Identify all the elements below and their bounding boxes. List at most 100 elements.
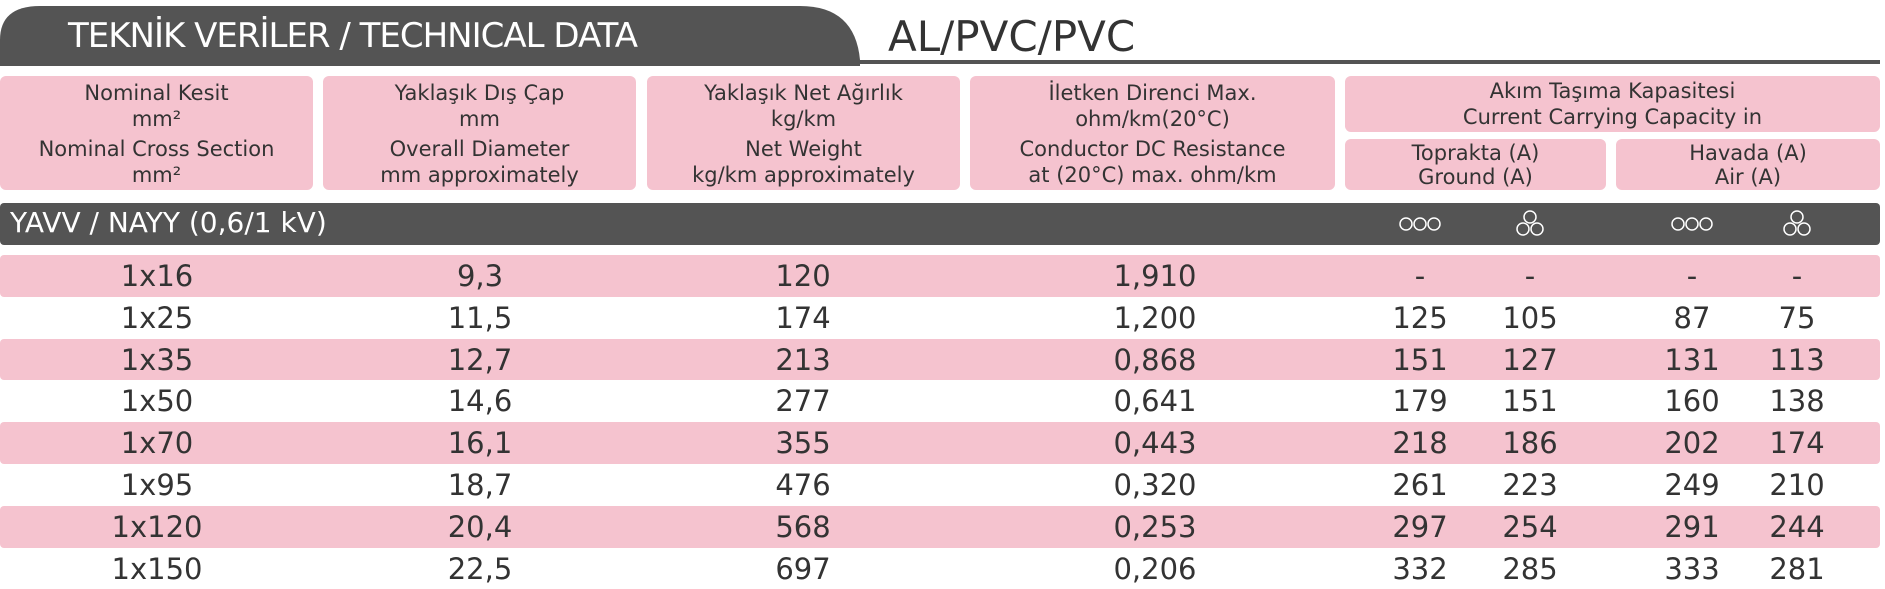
table-cell: 20,4 — [447, 509, 513, 544]
table-cell: 332 — [1392, 551, 1448, 586]
table-cell: 12,7 — [447, 342, 513, 377]
table-cell: 244 — [1769, 509, 1825, 544]
table-cell: 174 — [775, 300, 831, 335]
table-cell: 1x25 — [120, 300, 194, 335]
table-cell: 297 — [1392, 509, 1448, 544]
header-text: mm approximately — [380, 163, 579, 187]
header-cell — [1345, 139, 1606, 190]
table-cell: - — [1524, 259, 1536, 293]
table-cell: 0,443 — [1113, 426, 1197, 461]
header-text: Net Weight — [745, 137, 862, 161]
table-cell: 355 — [775, 426, 831, 461]
header-text: Conductor DC Resistance — [1019, 137, 1286, 161]
table-cell: 105 — [1502, 300, 1558, 335]
header-text: Yaklaşık Dış Çap — [394, 81, 565, 105]
header-text: Nominal Kesit — [84, 81, 229, 105]
header-text: mm — [459, 107, 500, 131]
table-cell: 151 — [1502, 384, 1558, 419]
header-text: at (20°C) max. ohm/km — [1028, 163, 1277, 187]
table-cell: 291 — [1664, 509, 1720, 544]
table-cell: 223 — [1502, 468, 1558, 502]
table-cell: 131 — [1664, 342, 1720, 377]
table-cell: 1x70 — [120, 426, 194, 461]
group-label: YAVV / NAYY (0,6/1 kV) — [10, 206, 327, 239]
header-text: ohm/km(20°C) — [1075, 107, 1230, 131]
table-cell: 174 — [1769, 426, 1825, 461]
table-cell: 261 — [1392, 468, 1448, 502]
header-text: Nominal Cross Section — [38, 137, 275, 161]
table-cell: 18,7 — [447, 468, 513, 502]
table-cell: 127 — [1502, 342, 1558, 377]
header-text: İletken Direnci Max. — [1048, 81, 1257, 105]
table-cell: 281 — [1769, 551, 1825, 586]
table-cell: 218 — [1392, 426, 1448, 461]
table-cell: 249 — [1664, 468, 1720, 502]
header-cell — [1616, 139, 1880, 190]
table-cell: 14,6 — [447, 384, 513, 419]
table-cell: 285 — [1502, 551, 1558, 586]
header-cell — [970, 76, 1335, 190]
table-cell: 160 — [1664, 384, 1720, 419]
table-cell: 0,206 — [1113, 551, 1197, 586]
table-cell: 87 — [1673, 300, 1711, 335]
table-cell: 0,253 — [1113, 509, 1197, 544]
header-text: Current Carrying Capacity in — [1462, 105, 1763, 129]
table-cell: 254 — [1502, 509, 1558, 544]
header-text: mm² — [131, 107, 182, 131]
row-band — [0, 422, 1880, 464]
table-cell: 210 — [1769, 468, 1825, 502]
header-cell — [647, 76, 960, 190]
table-cell: 277 — [775, 384, 831, 419]
header-text: kg/km approximately — [692, 163, 915, 187]
table-cell: 1x50 — [120, 384, 194, 419]
table-cell: 151 — [1392, 342, 1448, 377]
table-cell: 0,320 — [1113, 468, 1197, 502]
table-cell: 333 — [1664, 551, 1720, 586]
table-cell: 1,910 — [1113, 259, 1197, 293]
table-cell: 125 — [1392, 300, 1448, 335]
table-cell: - — [1791, 259, 1803, 293]
header-text: Ground (A) — [1418, 165, 1533, 189]
header-text: Yaklaşık Net Ağırlık — [704, 81, 903, 105]
header-text: Havada (A) — [1689, 141, 1807, 165]
subtitle: AL/PVC/PVC — [888, 12, 1136, 61]
table-cell: 186 — [1502, 426, 1558, 461]
table-cell: 120 — [775, 259, 831, 293]
table-cell: 0,641 — [1113, 384, 1197, 419]
table-cell: 1x95 — [120, 468, 194, 502]
header-text: Air (A) — [1714, 165, 1782, 189]
table-cell: 1x16 — [120, 259, 194, 293]
group-band — [0, 203, 1880, 245]
table-cell: 179 — [1392, 384, 1448, 419]
table-cell: - — [1686, 259, 1698, 293]
table-cell: - — [1414, 259, 1426, 293]
header-text: Overall Diameter — [389, 137, 570, 161]
header-cell — [323, 76, 636, 190]
header-text: mm² — [131, 163, 182, 187]
table-cell: 16,1 — [447, 426, 513, 461]
table-cell: 1x150 — [111, 551, 203, 586]
table-cell: 697 — [775, 551, 831, 586]
table-cell: 113 — [1769, 342, 1825, 377]
header-text: kg/km — [770, 107, 837, 131]
row-band — [0, 338, 1880, 381]
header-text: Akım Taşıma Kapasitesi — [1489, 79, 1736, 103]
banner — [0, 6, 1880, 66]
table-cell: 138 — [1769, 384, 1825, 419]
cable-icons — [1399, 210, 1811, 236]
table-cell: 202 — [1664, 426, 1720, 461]
table-cell: 213 — [775, 342, 831, 377]
table-cell: 1,200 — [1113, 300, 1197, 335]
row-band — [0, 505, 1880, 548]
table-cell: 476 — [775, 468, 831, 502]
table-cell: 75 — [1778, 300, 1816, 335]
title: TEKNİK VERİLER / TECHNICAL DATA — [68, 16, 638, 56]
table-cell: 22,5 — [447, 551, 513, 586]
table-cell: 1x35 — [120, 342, 194, 377]
header-cell — [0, 76, 313, 190]
table-cell: 568 — [775, 509, 831, 544]
table-cell: 1x120 — [111, 509, 203, 544]
table-cell: 9,3 — [456, 259, 504, 293]
header-cell — [1345, 76, 1880, 132]
